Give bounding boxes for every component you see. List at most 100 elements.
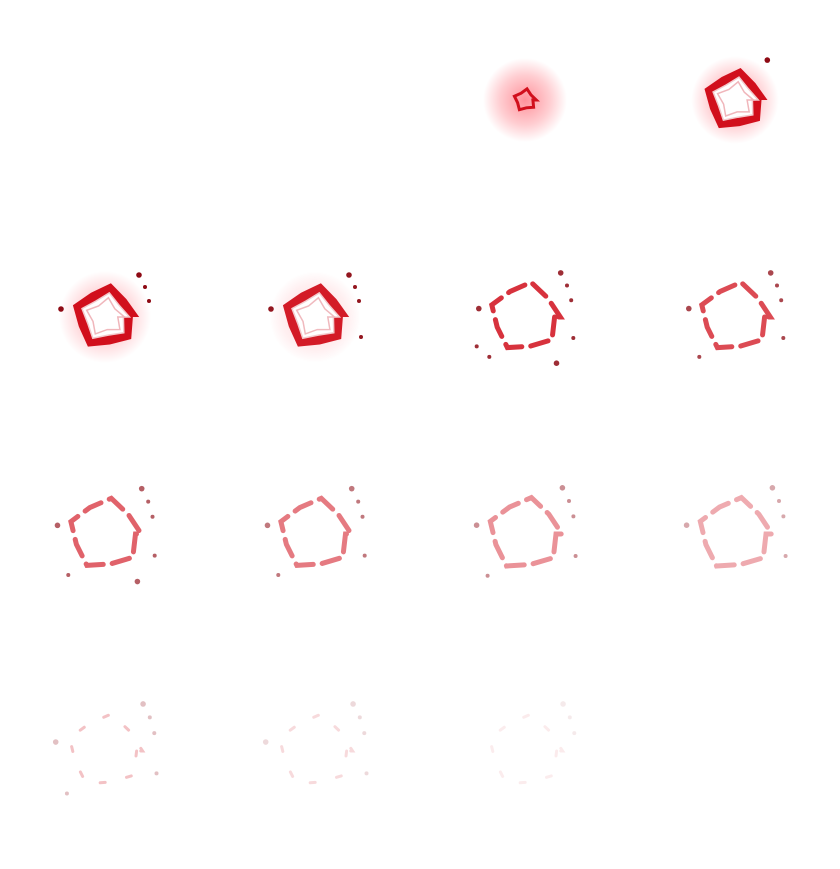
droplet	[52, 739, 59, 745]
droplet	[360, 514, 365, 519]
droplet	[553, 360, 560, 366]
sprite-frame-4	[630, 0, 840, 217]
droplet	[64, 791, 69, 796]
droplet	[152, 553, 157, 558]
effect-canvas	[487, 701, 577, 786]
droplet	[357, 715, 362, 720]
sprite-frame-15	[420, 651, 630, 868]
effect-canvas	[52, 701, 159, 796]
broken-ring	[488, 279, 565, 351]
droplet	[573, 554, 578, 558]
droplet	[476, 305, 482, 312]
droplet	[557, 270, 564, 276]
droplet	[264, 522, 271, 529]
droplet	[567, 499, 571, 503]
effect-canvas	[474, 270, 576, 366]
sprite-frame-13	[0, 651, 210, 868]
droplet	[487, 354, 492, 359]
droplet	[346, 272, 352, 278]
droplet	[777, 499, 781, 503]
burst-group	[487, 701, 577, 786]
sprite-frame-3	[420, 0, 630, 217]
sprite-frame-12	[630, 434, 840, 651]
droplet	[779, 298, 784, 303]
droplet	[150, 514, 155, 519]
droplet	[474, 344, 479, 349]
burst-inner-line	[85, 296, 127, 335]
droplet	[359, 335, 363, 339]
sprite-frame-9	[0, 434, 210, 651]
droplet	[268, 306, 274, 312]
sprite-frame-7	[420, 217, 630, 434]
effect-canvas	[683, 485, 788, 569]
broken-ring	[278, 495, 356, 568]
glow-halo	[483, 58, 567, 142]
droplet	[781, 514, 786, 519]
sprite-frame-11	[420, 434, 630, 651]
droplet	[362, 553, 367, 558]
droplet	[276, 573, 281, 578]
droplet	[781, 336, 786, 340]
effect-canvas	[54, 485, 157, 585]
burst-group	[268, 271, 363, 363]
droplet	[572, 731, 577, 736]
spark-core	[512, 86, 541, 112]
burst-group	[686, 270, 786, 359]
effect-canvas	[691, 56, 779, 144]
broken-ring	[68, 495, 146, 568]
burst-group	[58, 271, 151, 363]
effect-canvas	[473, 485, 578, 578]
droplet	[485, 573, 490, 578]
burst-group	[683, 485, 788, 569]
sprite-frame-5	[0, 217, 210, 434]
droplet	[571, 336, 576, 340]
droplet	[350, 701, 356, 707]
droplet	[154, 771, 159, 776]
droplet	[565, 283, 569, 288]
effect-canvas	[268, 271, 363, 363]
droplet	[560, 701, 566, 707]
sprite-frame-8	[630, 217, 840, 434]
burst-group	[264, 485, 367, 578]
sprite-frame-6	[210, 217, 420, 434]
burst-group	[52, 701, 159, 796]
droplet	[571, 514, 576, 519]
sprite-frame-14	[210, 651, 420, 868]
broken-ring	[697, 494, 777, 569]
droplet	[356, 499, 361, 504]
sprite-frame-1	[0, 0, 210, 217]
effect-canvas	[686, 270, 786, 359]
effect-canvas	[483, 58, 567, 142]
droplet	[683, 522, 690, 528]
burst-group	[483, 58, 567, 142]
broken-ring	[698, 279, 775, 351]
sprite-frame-10	[210, 434, 420, 651]
droplet	[58, 306, 64, 312]
droplet	[138, 485, 145, 492]
burst-group	[473, 485, 578, 578]
droplet	[775, 283, 779, 288]
droplet	[348, 485, 355, 492]
burst-group	[691, 56, 779, 144]
droplet	[147, 715, 152, 720]
broken-ring	[67, 712, 146, 786]
burst-inner-line	[716, 80, 756, 118]
droplet	[357, 299, 361, 303]
droplet	[473, 522, 480, 528]
droplet	[567, 715, 572, 720]
burst-group	[474, 270, 576, 366]
broken-ring	[487, 712, 566, 786]
droplet	[364, 771, 369, 776]
effect-canvas	[264, 485, 367, 578]
droplet	[686, 305, 692, 312]
effect-canvas	[58, 271, 151, 363]
droplet	[362, 731, 367, 736]
sprite-frame-16	[630, 651, 840, 868]
droplet	[262, 739, 269, 745]
droplet	[140, 701, 146, 707]
sprite-frame-2	[210, 0, 420, 217]
burst-group	[262, 701, 369, 786]
burst-inner-line	[295, 296, 337, 335]
droplet	[769, 485, 776, 491]
